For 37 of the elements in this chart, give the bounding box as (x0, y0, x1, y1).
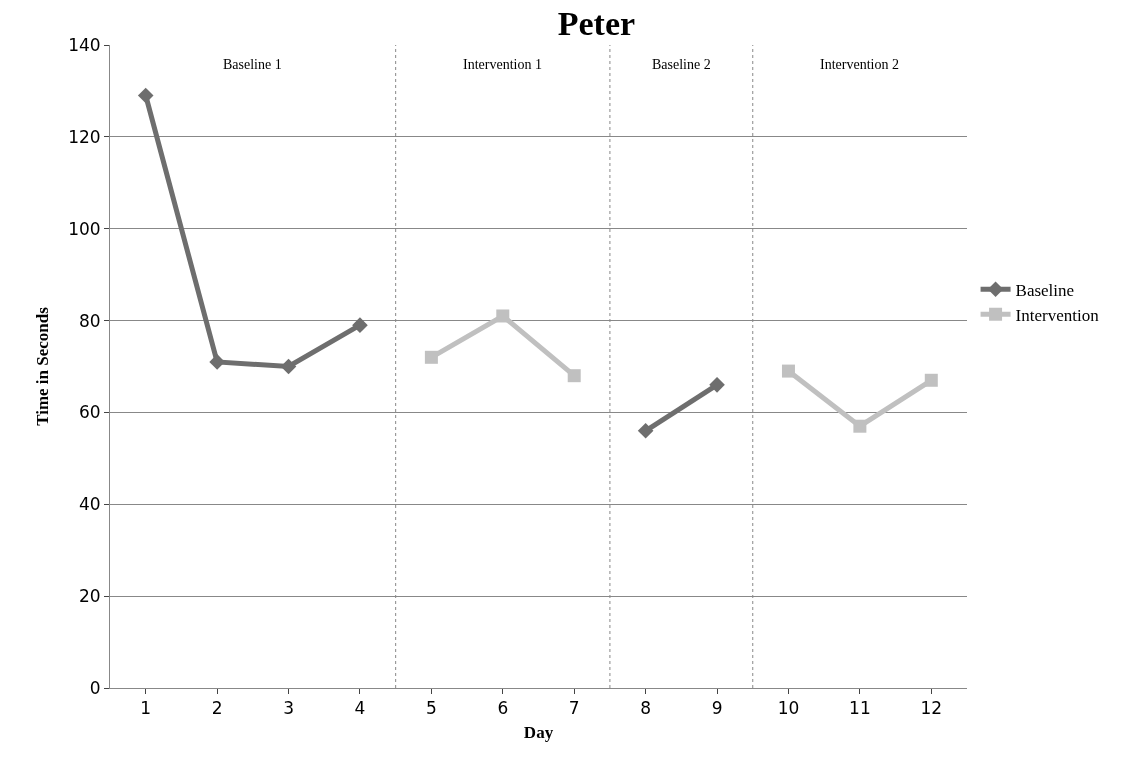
x-tick-label: 10 (777, 698, 800, 719)
x-tick-label: 8 (640, 698, 652, 719)
x-tick-label: 9 (711, 698, 723, 719)
y-tick-label: 80 (78, 310, 101, 331)
x-tick-label: 3 (283, 698, 294, 719)
x-tick-label: 5 (425, 698, 437, 719)
y-tick-label: 0 (89, 677, 101, 698)
x-tick-label: 7 (568, 698, 580, 719)
x-tick-label: 2 (211, 698, 223, 719)
x-tick-label: 4 (354, 698, 366, 719)
annotation: Baseline 1 (223, 57, 282, 72)
x-tick-label: 1 (140, 698, 152, 719)
y-tick-label: 60 (78, 402, 101, 423)
x-tick-label: 6 (497, 698, 509, 719)
y-tick-label: 40 (78, 494, 101, 515)
legend-label: Baseline (1015, 280, 1075, 300)
x-axis-title: Day (523, 722, 554, 742)
x-tick-label: 11 (849, 698, 871, 719)
y-axis-title: Time in Seconds (32, 306, 52, 426)
y-tick-label: 120 (68, 126, 101, 147)
point (781, 364, 795, 378)
y-tick-label: 100 (68, 218, 101, 239)
annotation: Intervention 2 (820, 57, 899, 72)
point (567, 369, 581, 383)
legend-label: Intervention (1015, 305, 1100, 325)
y-tick-label: 140 (68, 34, 101, 55)
point (853, 419, 867, 433)
annotation: Intervention 1 (463, 57, 542, 72)
point (496, 309, 510, 323)
point (924, 373, 938, 387)
point (709, 377, 725, 393)
point (424, 350, 438, 364)
annotation: Baseline 2 (652, 57, 711, 72)
y-tick-label: 20 (78, 586, 101, 607)
chart-title: Peter (557, 5, 636, 43)
point (637, 423, 654, 439)
x-tick-label: 12 (920, 698, 943, 719)
